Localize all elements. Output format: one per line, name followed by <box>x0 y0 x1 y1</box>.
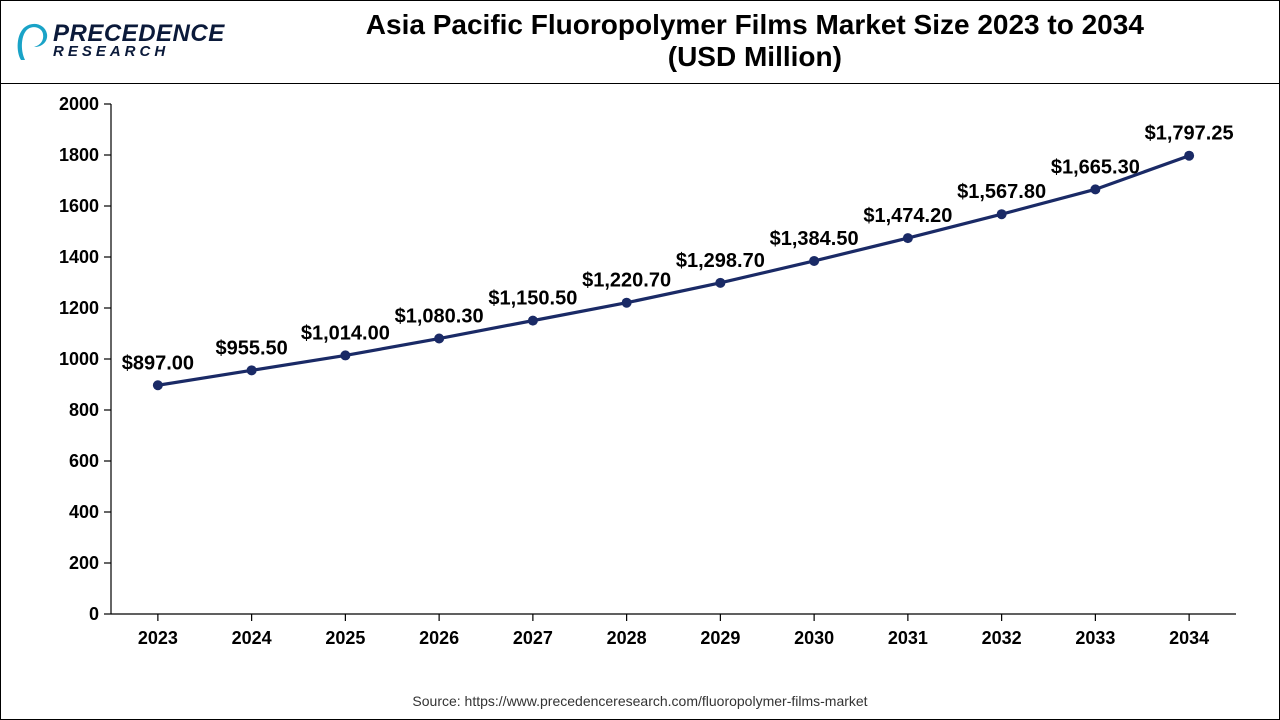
header: PRECEDENCE RESEARCH Asia Pacific Fluorop… <box>1 1 1279 84</box>
data-marker <box>622 298 632 308</box>
data-label: $1,567.80 <box>957 181 1046 203</box>
brand-logo: PRECEDENCE RESEARCH <box>15 20 225 62</box>
y-tick-label: 0 <box>89 604 99 624</box>
data-marker <box>809 256 819 266</box>
data-label: $1,474.20 <box>863 205 952 227</box>
data-label: $1,080.30 <box>395 306 484 328</box>
data-marker <box>903 233 913 243</box>
y-tick-label: 1000 <box>59 349 99 369</box>
logo-mark-icon <box>15 20 49 62</box>
data-label: $1,014.00 <box>301 322 390 344</box>
data-label: $1,665.30 <box>1051 156 1140 178</box>
data-label: $1,150.50 <box>488 288 577 310</box>
x-tick-label: 2034 <box>1169 628 1209 648</box>
data-marker <box>247 365 257 375</box>
data-marker <box>1090 184 1100 194</box>
chart-title: Asia Pacific Fluoropolymer Films Market … <box>245 9 1265 73</box>
x-tick-label: 2027 <box>513 628 553 648</box>
y-tick-label: 400 <box>69 502 99 522</box>
x-tick-label: 2033 <box>1075 628 1115 648</box>
data-marker <box>434 334 444 344</box>
data-label: $955.50 <box>215 337 287 359</box>
data-label: $1,298.70 <box>676 250 765 272</box>
x-tick-label: 2030 <box>794 628 834 648</box>
data-label: $897.00 <box>122 352 194 374</box>
data-marker <box>153 380 163 390</box>
x-tick-label: 2029 <box>700 628 740 648</box>
line-chart: 0 200 400 600 800 1000 1200 1400 1600 1800 2000 202… <box>1 84 1279 669</box>
y-tick-label: 200 <box>69 553 99 573</box>
page-frame: PRECEDENCE RESEARCH Asia Pacific Fluorop… <box>0 0 1280 720</box>
data-marker <box>528 316 538 326</box>
x-tick-label: 2024 <box>232 628 272 648</box>
brand-name-top: PRECEDENCE <box>53 23 225 45</box>
x-tick-label: 2026 <box>419 628 459 648</box>
x-tick-label: 2028 <box>607 628 647 648</box>
brand-logo-text: PRECEDENCE RESEARCH <box>53 23 225 58</box>
brand-name-bottom: RESEARCH <box>53 45 225 59</box>
x-tick-label: 2031 <box>888 628 928 648</box>
source-citation: Source: https://www.precedenceresearch.c… <box>1 687 1279 719</box>
chart-area: 0 200 400 600 800 1000 1200 1400 1600 1800 2000 202… <box>1 84 1279 687</box>
y-tick-label: 1200 <box>59 298 99 318</box>
data-label: $1,384.50 <box>770 228 859 250</box>
y-tick-label: 1600 <box>59 196 99 216</box>
data-marker <box>1184 151 1194 161</box>
data-label: $1,220.70 <box>582 270 671 292</box>
data-label: $1,797.25 <box>1145 123 1234 145</box>
y-tick-label: 2000 <box>59 94 99 114</box>
y-tick-label: 1400 <box>59 247 99 267</box>
y-tick-label: 600 <box>69 451 99 471</box>
y-tick-label: 1800 <box>59 145 99 165</box>
x-tick-label: 2032 <box>982 628 1022 648</box>
x-tick-label: 2023 <box>138 628 178 648</box>
chart-title-line1: Asia Pacific Fluoropolymer Films Market … <box>245 9 1265 41</box>
y-tick-label: 800 <box>69 400 99 420</box>
data-marker <box>340 350 350 360</box>
chart-title-line2: (USD Million) <box>245 41 1265 73</box>
data-marker <box>997 209 1007 219</box>
data-marker <box>715 278 725 288</box>
x-tick-label: 2025 <box>325 628 365 648</box>
